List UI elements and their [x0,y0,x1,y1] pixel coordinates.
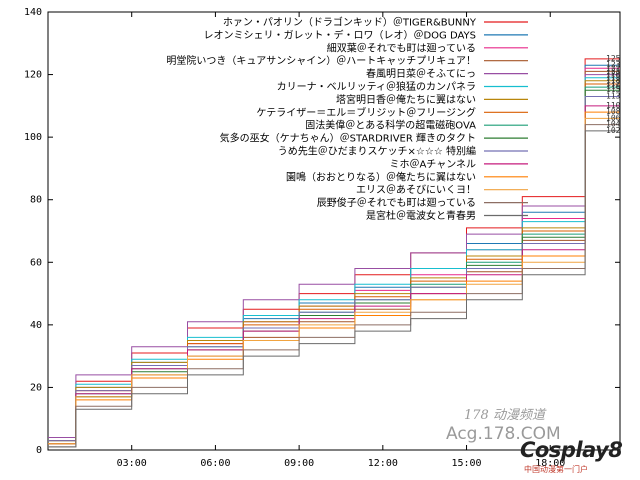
series-end-label: 123 [606,60,621,69]
legend-label: 細双葉＠それでも町は廻っている [327,41,476,54]
y-tick-label: 0 [36,445,42,456]
legend-label: カリーナ・ベルリッティ＠狼猛のカンパネラ [277,80,476,93]
watermark-site-url: Acg.178.COM [446,424,561,444]
watermark: 178 动漫频道 Acg.178.COM Cosplay8 中国动漫第一门户 [440,398,636,478]
y-tick-label: 80 [30,195,42,206]
y-axis: 0 20 40 60 80 100 120 140 [24,7,620,456]
series-end-label: 117 [606,79,621,88]
legend-label: 明堂院いつき（キュアサンシャイン）＠ハートキャッチプリキュア！ [166,54,476,67]
series-end-label: 115 [606,85,621,94]
watermark-tagline: 中国动漫第一门户 [524,465,588,474]
series-end-label: 125 [606,54,621,63]
series-end-label: 110 [606,101,621,110]
series-lines: 1251231221211201191181171161151131101081… [48,54,621,448]
legend-label: エリス＠あそびにいくヨ！ [356,184,476,196]
plot-area [47,11,621,451]
legend-label: 辰野俊子＠それでも町は廻っている [317,196,476,209]
series-end-label: 120 [606,70,621,79]
y-tick-label: 60 [30,257,42,268]
series-end-label: 102 [606,126,621,135]
legend-label: うめ先生＠ひだまりスケッチ×☆☆☆ 特別編 [278,145,476,158]
y-tick-label: 120 [24,70,42,81]
y-tick-label: 40 [30,320,42,331]
legend-label: 気多の巫女（ケナちゃん）＠STARDRIVER 輝きのタクト [220,132,476,145]
series-end-label: 106 [606,113,621,122]
legend-label: 園鳴（おおとりなる）＠俺たちに翼はない [286,170,476,183]
legend-label: ホァン・パオリン（ドラゴンキッド）＠TIGER&BUNNY [223,16,477,29]
series-end-label: 113 [606,91,621,100]
series-end-label: 118 [606,76,621,85]
series-end-label: 104 [606,120,621,129]
legend-label: 塔宮明日香＠俺たちに翼はない [336,93,476,106]
legend-label: ミホ＠Aチャンネル [389,158,476,170]
y-tick-label: 140 [24,7,42,18]
x-tick-label: 09:00 [284,458,314,469]
legend: ホァン・パオリン（ドラゴンキッド）＠TIGER&BUNNYレオンミシェリ・ガレッ… [166,16,528,222]
x-axis: 03:00 06:00 09:00 12:00 15:00 18:00 [117,12,565,469]
series-end-label: 119 [606,73,621,82]
series-end-label: 116 [606,82,621,91]
legend-label: 春風明日菜＠そふてにっ [366,68,476,80]
x-tick-label: 03:00 [117,458,147,469]
x-tick-label: 15:00 [451,458,481,469]
watermark-logo: Cosplay8 [520,438,623,462]
series-line [48,77,620,442]
y-tick-label: 100 [24,132,42,143]
x-tick-label: 18:00 [535,458,565,469]
series-end-label: 108 [606,107,621,116]
series-end-label: 122 [606,63,621,72]
legend-label: 固法美偉＠とある科学の超電磁砲OVA [305,119,476,132]
legend-label: レオンミシェリ・ガレット・デ・ロワ（レオ）＠DOG DAYS [203,28,476,41]
y-tick-label: 20 [30,382,42,393]
x-tick-label: 06:00 [200,458,230,469]
legend-label: 是宮杜＠電波女と青春男 [366,209,476,222]
series-line [48,130,620,448]
x-tick-label: 12:00 [368,458,398,469]
series-line [48,117,620,445]
watermark-site-name: 178 动漫频道 [464,408,545,423]
legend-label: ケテライザー＝エル＝ブリジット＠フリージング [256,106,476,119]
series-end-label: 121 [606,66,621,75]
